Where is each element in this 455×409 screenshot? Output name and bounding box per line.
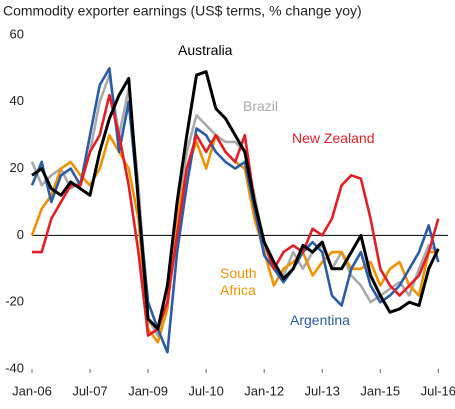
series-label: Brazil: [243, 98, 279, 114]
y-tick-label: 40: [10, 93, 24, 108]
y-tick-label: -40: [5, 360, 24, 375]
y-tick-label: 20: [10, 160, 24, 175]
x-tick-label: Jan-15: [360, 383, 400, 398]
series-line: [30, 73, 440, 337]
series-label: Australia: [178, 42, 233, 58]
x-tick-label: Jan-06: [12, 383, 52, 398]
x-tick-label: Jul-07: [72, 383, 107, 398]
x-tick-label: Jul-10: [188, 383, 223, 398]
y-tick-label: 60: [10, 26, 24, 41]
x-tick-label: Jul-16: [421, 383, 455, 398]
y-tick-label: 0: [17, 227, 24, 242]
chart-title: Commodity exporter earnings (US$ terms, …: [3, 3, 362, 19]
series-label: New Zealand: [292, 130, 375, 146]
series-line: [30, 67, 440, 354]
y-tick-label: -20: [5, 294, 24, 309]
x-tick-label: Jan-09: [128, 383, 168, 398]
series-line: [32, 93, 440, 337]
series-line: [31, 70, 440, 331]
x-tick-label: Jul-13: [305, 383, 340, 398]
series-label: South Africa: [220, 265, 257, 298]
series-label: Argentina: [290, 312, 350, 328]
x-tick-label: Jan-12: [244, 383, 284, 398]
